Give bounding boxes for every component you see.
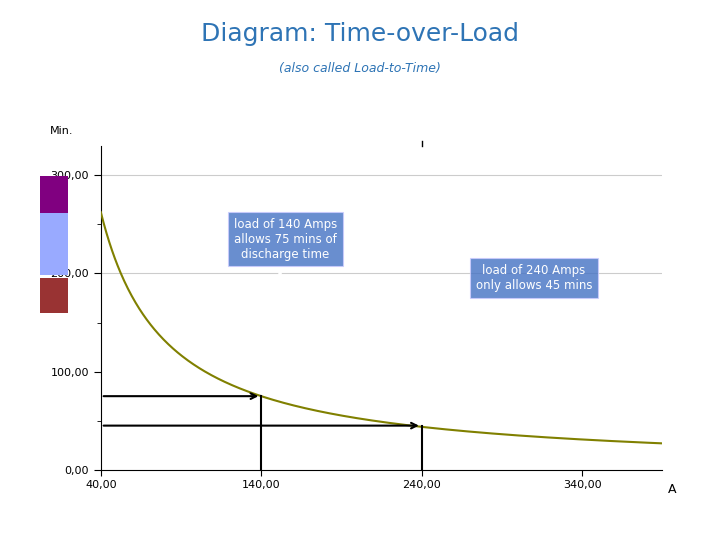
Y-axis label: Min.: Min.	[50, 126, 73, 136]
Text: (also called Load-to-Time): (also called Load-to-Time)	[279, 62, 441, 75]
Text: load of 240 Amps
only allows 45 mins: load of 240 Amps only allows 45 mins	[426, 265, 593, 420]
Text: load of 140 Amps
allows 75 mins of
discharge time: load of 140 Amps allows 75 mins of disch…	[234, 218, 337, 389]
Text: Diagram: Time-over-Load: Diagram: Time-over-Load	[201, 22, 519, 45]
Text: A: A	[668, 483, 677, 496]
